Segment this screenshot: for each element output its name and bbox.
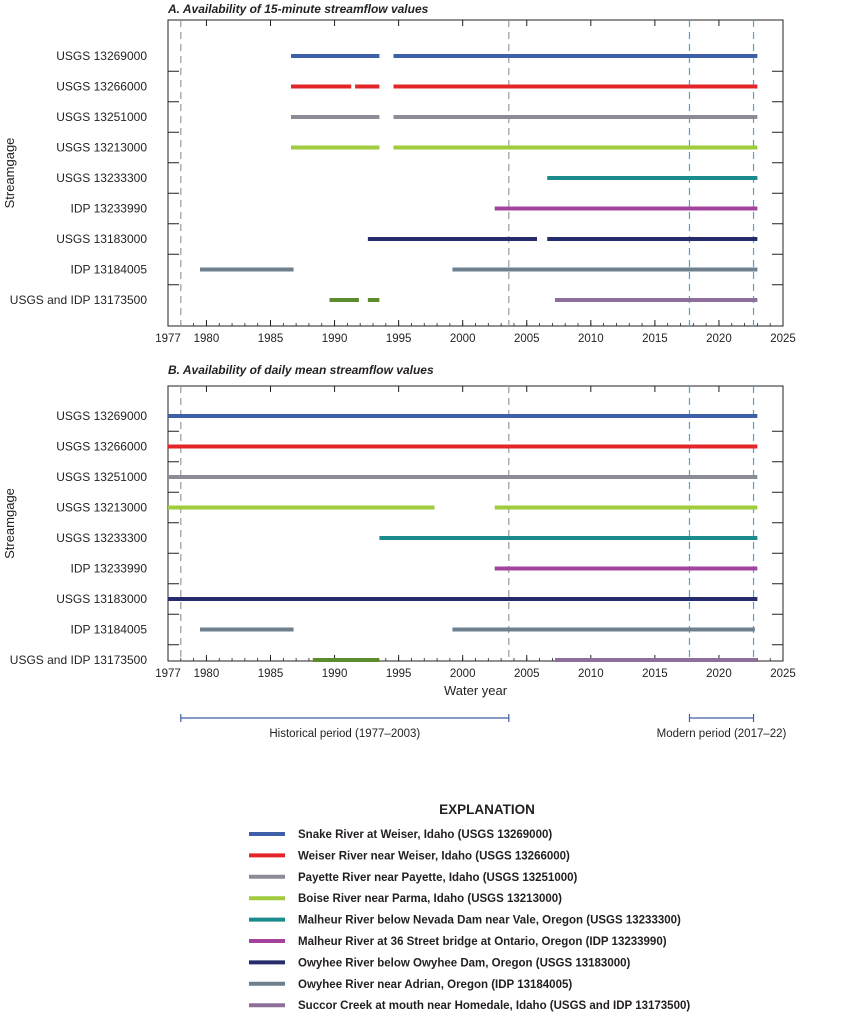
plot-frame — [167, 385, 784, 662]
gage-label: USGS 13213000 — [56, 141, 147, 155]
panel-title-text: Availability of daily mean streamflow va… — [180, 363, 434, 377]
y-axis-title: Streamgage — [2, 488, 17, 559]
x-tick-label: 1980 — [194, 668, 220, 680]
x-tick-label: 2015 — [642, 668, 668, 680]
panel-title: B. Availability of daily mean streamflow… — [168, 363, 434, 377]
x-tick-label: 2020 — [706, 668, 732, 680]
x-tick-label: 2005 — [514, 333, 540, 345]
gage-label: USGS 13233300 — [56, 531, 147, 545]
panel-title: A. Availability of 15-minute streamflow … — [167, 2, 429, 16]
gage-label: USGS 13233300 — [56, 171, 147, 185]
y-axis-title: Streamgage — [2, 138, 17, 209]
x-tick-label: 1977 — [155, 333, 181, 345]
legend-title: EXPLANATION — [439, 802, 535, 817]
x-axis-title: Water year — [444, 683, 508, 698]
x-tick-label: 1985 — [258, 333, 284, 345]
x-tick-label: 2000 — [450, 668, 476, 680]
panel-title-letter: B. — [168, 363, 180, 377]
panel-title-text: Availability of 15-minute streamflow val… — [180, 2, 429, 16]
x-tick-label: 1995 — [386, 668, 412, 680]
x-tick-label: 2015 — [642, 333, 668, 345]
legend-label: Succor Creek at mouth near Homedale, Ida… — [298, 1000, 690, 1012]
gage-label: USGS 13213000 — [56, 501, 147, 515]
gage-label: USGS 13251000 — [56, 110, 147, 124]
legend-label: Snake River at Weiser, Idaho (USGS 13269… — [298, 829, 552, 841]
gage-label: IDP 13233990 — [70, 562, 147, 576]
gage-label: USGS and IDP 13173500 — [10, 653, 148, 667]
gage-label: IDP 13233990 — [70, 202, 147, 216]
x-tick-label: 2025 — [770, 668, 796, 680]
legend-label: Payette River near Payette, Idaho (USGS … — [298, 872, 578, 884]
period-label: Historical period (1977–2003) — [269, 728, 420, 740]
x-tick-label: 1990 — [322, 668, 348, 680]
gage-label: IDP 13184005 — [70, 263, 147, 277]
gage-label: USGS 13266000 — [56, 440, 147, 454]
gage-label: USGS 13251000 — [56, 470, 147, 484]
x-tick-label: 1980 — [194, 333, 220, 345]
legend-label: Owyhee River below Owyhee Dam, Oregon (U… — [298, 957, 631, 969]
legend-label: Boise River near Parma, Idaho (USGS 1321… — [298, 893, 562, 905]
period-brackets: Historical period (1977–2003) Modern peri… — [180, 714, 787, 740]
x-tick-label: 2010 — [578, 668, 604, 680]
x-tick-label: 1990 — [322, 333, 348, 345]
period-label: Modern period (2017–22) — [657, 728, 787, 740]
x-tick-label: 2005 — [514, 668, 540, 680]
x-tick-label: 2010 — [578, 333, 604, 345]
x-tick-label: 1995 — [386, 333, 412, 345]
panel-b-daily-mean-chart: B. Availability of daily mean streamflow… — [2, 363, 796, 698]
gage-label: USGS 13269000 — [56, 409, 147, 423]
panel-a-15-minute-chart: A. Availability of 15-minute streamflow … — [2, 2, 796, 345]
gage-label: IDP 13184005 — [70, 623, 147, 637]
gage-label: USGS 13269000 — [56, 49, 147, 63]
gage-label: USGS and IDP 13173500 — [10, 293, 148, 307]
x-tick-label: 2000 — [450, 333, 476, 345]
legend-label: Owyhee River near Adrian, Oregon (IDP 13… — [298, 979, 572, 991]
x-tick-label: 2020 — [706, 333, 732, 345]
x-tick-label: 1985 — [258, 668, 284, 680]
panel-title-letter: A. — [167, 2, 180, 16]
gage-label: USGS 13183000 — [56, 232, 147, 246]
gage-label: USGS 13266000 — [56, 80, 147, 94]
x-tick-label: 1977 — [155, 668, 181, 680]
legend: EXPLANATION Snake River at Weiser, Idaho … — [249, 802, 690, 1012]
legend-label: Malheur River at 36 Street bridge at Ont… — [298, 936, 667, 948]
gage-label: USGS 13183000 — [56, 592, 147, 606]
plot-frame — [167, 19, 784, 327]
legend-label: Weiser River near Weiser, Idaho (USGS 13… — [298, 850, 570, 862]
x-tick-label: 2025 — [770, 333, 796, 345]
legend-label: Malheur River below Nevada Dam near Vale… — [298, 915, 681, 927]
